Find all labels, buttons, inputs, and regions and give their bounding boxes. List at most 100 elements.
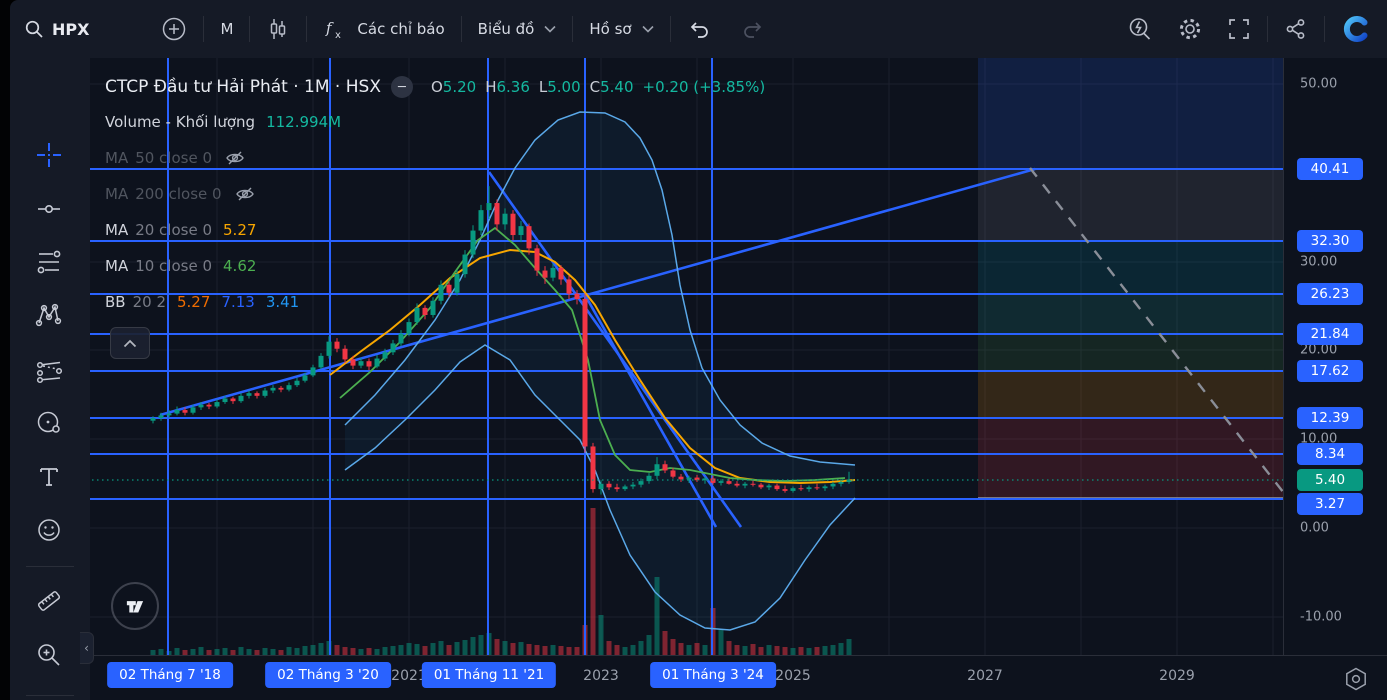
price-tick: 20.00 [1300, 342, 1338, 358]
volume-bar [422, 646, 428, 655]
indicator-legend-row[interactable]: BB 20 2 5.27 7.13 3.41 [105, 292, 300, 311]
candle [486, 203, 492, 211]
price-tick: -10.00 [1300, 609, 1342, 625]
timezone-settings-icon[interactable] [1343, 666, 1369, 692]
volume-bar [686, 645, 692, 655]
chevron-down-icon [544, 25, 556, 33]
sidebar-collapse-handle[interactable]: ‹ [80, 632, 94, 664]
volume-bar [558, 646, 564, 655]
volume-bar [566, 647, 572, 655]
candle [150, 418, 156, 421]
tool-projection[interactable] [34, 356, 64, 386]
candle [414, 307, 420, 323]
candle [694, 477, 700, 481]
fib-zone-band [978, 371, 1283, 418]
toolbar-separator [669, 16, 671, 42]
settings-button[interactable] [1165, 10, 1215, 48]
legend-collapse-button[interactable] [110, 327, 150, 359]
tool-xabcd-pattern[interactable] [34, 300, 64, 330]
tool-emoji[interactable] [34, 515, 64, 545]
chart-canvas[interactable] [90, 58, 1283, 655]
candle [766, 485, 772, 488]
fib-zone-band [978, 418, 1283, 498]
candle [646, 475, 652, 482]
volume-bar [174, 648, 180, 655]
volume-bar [782, 647, 788, 655]
candle [814, 487, 820, 489]
time-axis[interactable]: 2021 2023 2025 2027 2029 02 Tháng 7 '18 02 Thá… [90, 655, 1387, 700]
tool-crosshair[interactable] [34, 140, 64, 170]
fullscreen-button[interactable] [1215, 10, 1263, 48]
symbol-search-button[interactable]: HPX [10, 10, 101, 48]
volume-bar [230, 650, 236, 655]
toolbar-separator [1324, 16, 1325, 42]
candle [238, 395, 244, 402]
search-icon [25, 20, 43, 38]
gear-icon [1179, 18, 1201, 40]
candle [326, 341, 332, 356]
tool-trendline[interactable] [34, 194, 64, 224]
candle [286, 385, 292, 390]
fib-retracement-icon [37, 250, 61, 274]
candle [734, 483, 740, 486]
candle [526, 226, 532, 249]
quick-search-button[interactable] [1115, 10, 1165, 48]
volume-bar [598, 615, 604, 655]
redo-button[interactable] [729, 10, 777, 48]
volume-legend-row[interactable]: Volume - Khối lượng 112.994M [105, 112, 342, 131]
price-tick: 50.00 [1300, 76, 1338, 92]
candle [798, 488, 804, 490]
candle [278, 387, 284, 390]
candle [462, 254, 468, 275]
candle [662, 464, 668, 471]
indicators-label: Các chỉ báo [357, 20, 445, 38]
volume-bar [214, 649, 220, 655]
collapse-indicator-button[interactable]: ─ [390, 76, 413, 98]
interval-label: M [220, 20, 234, 38]
volume-bar [510, 643, 516, 655]
volume-bar [318, 643, 324, 655]
chart-pane[interactable]: CTCP Đầu tư Hải Phát · 1M · HSX ─ O5.20 … [90, 58, 1283, 655]
profile-menu-button[interactable]: Hồ sơ [577, 10, 665, 48]
indicator-legend-row[interactable]: MA 10 close 0 4.62 [105, 256, 257, 275]
volume-bar [526, 644, 532, 655]
volume-bar [150, 650, 156, 655]
ma10-line [339, 226, 846, 482]
indicator-legend-row[interactable]: MA 200 close 0 [105, 181, 765, 206]
volume-bar [342, 647, 348, 655]
chart-menu-button[interactable]: Biểu đồ [466, 10, 569, 48]
tool-fib-retracement[interactable] [34, 247, 64, 277]
tool-circle-shapes[interactable] [34, 408, 64, 438]
volume-bar [470, 637, 476, 655]
price-line-badge: 17.62 [1297, 360, 1363, 382]
tool-text[interactable] [34, 462, 64, 492]
time-tick-year: 2023 [583, 668, 619, 684]
volume-bar [726, 641, 732, 655]
zoom-in-icon [38, 644, 60, 666]
volume-bar [574, 647, 580, 655]
share-button[interactable] [1272, 10, 1320, 48]
undo-button[interactable] [675, 10, 723, 48]
chart-style-button[interactable] [254, 10, 302, 48]
compare-add-button[interactable] [149, 10, 199, 48]
fib-zone-band [978, 241, 1283, 294]
volume-bar [630, 645, 636, 655]
price-line-badge: 40.41 [1297, 158, 1363, 180]
tool-zoom-in[interactable] [34, 640, 64, 670]
indicator-legend-row[interactable]: MA 50 close 0 [105, 145, 765, 170]
volume-bar [702, 645, 708, 655]
volume-bar [382, 647, 388, 655]
candle [782, 489, 788, 491]
toolbar-separator [203, 16, 205, 42]
price-axis[interactable]: 50.00 30.00 20.00 10.00 0.00 -10.00 40.41 32.30… [1283, 58, 1387, 655]
broker-logo[interactable] [1329, 10, 1387, 48]
tool-ruler[interactable] [34, 586, 64, 616]
date-line-badge: 02 Tháng 3 '20 [265, 662, 391, 688]
volume-bar [822, 646, 828, 655]
candle [190, 407, 196, 413]
candle [838, 482, 844, 484]
indicator-legend-row[interactable]: MA 20 close 0 5.27 [105, 220, 257, 239]
interval-button[interactable]: M [208, 10, 245, 48]
